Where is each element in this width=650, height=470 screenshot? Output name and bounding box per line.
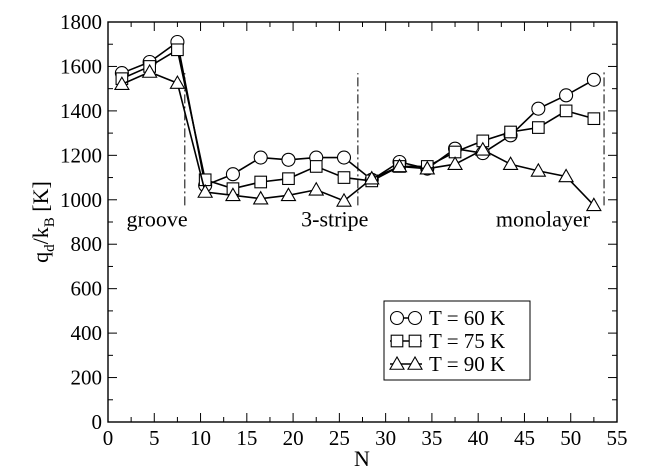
x-tick-label: 55 [607,426,628,450]
data-point-square [531,121,545,134]
region-label: groove [127,206,188,231]
data-point-triangle [530,162,547,177]
legend-label: T = 90 K [429,352,505,376]
x-tick-label: 35 [421,426,442,450]
data-point-circle [253,150,268,165]
data-point-square [254,175,268,189]
y-tick-label: 1600 [60,54,102,78]
legend-items: T = 60 KT = 75 KT = 90 K [389,306,505,376]
data-point-square [504,125,517,139]
data-point-square [587,112,601,126]
data-point-circle [281,152,296,167]
x-tick-label: 45 [514,426,535,450]
legend-marker-square [390,334,404,348]
legend-entry: T = 60 K [389,306,505,330]
x-tick-label: 40 [468,426,489,450]
y-tick-label: 1400 [60,99,102,123]
data-point-triangle [502,156,519,171]
data-point-circle [586,72,601,87]
data-point-triangle [224,187,241,202]
y-tick-label: 600 [71,277,103,301]
data-point-triangle [308,181,325,196]
data-point-triangle [447,156,463,171]
x-tick-label: 5 [149,426,160,450]
data-point-square [309,160,323,173]
data-point-triangle [585,197,602,212]
data-point-square [171,43,184,57]
data-point-circle [225,167,240,182]
data-point-triangle [113,76,130,91]
region-dividers [184,70,605,206]
y-tick-label: 1000 [60,188,102,212]
x-tick-label: 10 [190,426,211,450]
y-tick-label: 800 [71,232,103,256]
data-point-triangle [363,170,380,185]
y-tick-label: 400 [71,321,103,345]
series-group [113,34,602,212]
data-point-circle [336,150,352,165]
data-point-triangle [336,192,352,207]
data-point-triangle [419,160,436,175]
x-tick-label: 25 [329,426,350,450]
legend-label: T = 75 K [429,329,505,353]
region-label: 3-stripe [301,206,368,231]
legend-entry: T = 90 K [389,352,505,376]
y-tick-label: 200 [71,366,103,390]
data-point-circle [559,88,574,103]
data-point-triangle [197,183,214,198]
legend-label: T = 60 K [429,306,505,330]
data-point-triangle [141,63,158,78]
data-point-square [559,104,573,118]
legend-marker-triangle [389,355,405,370]
x-tick-label: 30 [375,426,396,450]
legend-entry: T = 75 K [390,329,505,353]
y-tick-label: 1800 [60,10,102,34]
data-point-triangle [169,75,186,89]
x-tick-label: 50 [560,426,581,450]
data-point-triangle [558,168,575,183]
x-axis-label: N [354,446,370,470]
y-tick-label: 1200 [60,143,102,167]
legend-marker-triangle [407,355,423,370]
data-point-triangle [474,141,491,156]
x-tick-label: 15 [236,426,257,450]
data-point-triangle [280,187,297,202]
legend-marker-circle [407,310,423,326]
data-point-square [282,172,295,186]
series-triangle [113,63,602,212]
legend: T = 60 KT = 75 KT = 90 K [383,300,531,381]
axis-ticks: 0 5 10 15 20 25 30 35 40 45 50 55 0 200 400 600 800 1000 1… [60,10,628,450]
data-point-triangle [252,190,269,205]
x-tick-label: 20 [283,426,304,450]
y-tick-label: 0 [92,410,103,434]
data-point-square [448,145,462,159]
legend-marker-square [408,334,422,348]
y-axis-label: qd/kB [K] [28,181,58,263]
data-point-square [337,171,351,184]
region-label: monolayer [496,206,591,231]
x-tick-label: 0 [103,426,114,450]
region-annotations: groove 3-stripe monolayer [127,206,591,231]
data-point-circle [531,101,546,116]
data-point-triangle [391,158,408,173]
legend-marker-circle [389,310,405,326]
